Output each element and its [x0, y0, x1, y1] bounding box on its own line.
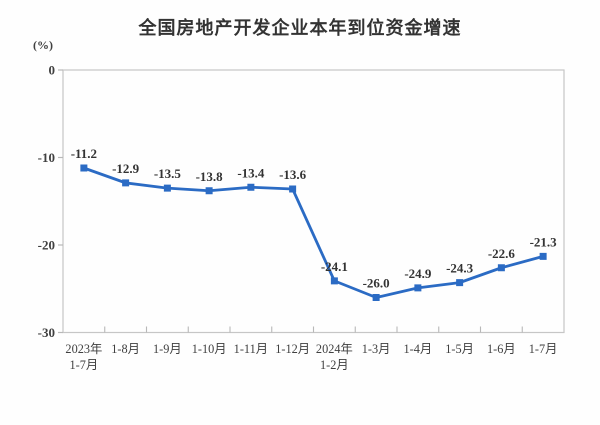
data-point-marker [247, 183, 255, 191]
data-point-marker [539, 252, 547, 260]
data-point-marker [497, 264, 505, 272]
data-point-marker [122, 179, 130, 187]
x-axis-label: 1-11月 [234, 342, 268, 356]
data-point-label: -24.3 [446, 261, 474, 276]
data-point-label: -13.5 [154, 166, 182, 181]
x-axis-label: 2023年 [65, 342, 102, 356]
x-axis-label: 2024年 [316, 342, 353, 356]
y-axis-unit-label: (%) [33, 38, 53, 52]
y-axis-tick-label: -30 [38, 325, 55, 340]
plot-border [62, 69, 565, 334]
x-axis-label: 1-3月 [362, 342, 391, 356]
x-axis-label: 1-5月 [445, 342, 474, 356]
x-axis-label: 1-7月 [70, 358, 99, 372]
data-point-label: -24.1 [321, 259, 348, 274]
data-point-label: -13.6 [279, 167, 307, 182]
x-axis-label: 1-7月 [529, 342, 558, 356]
chart-title: 全国房地产开发企业本年到位资金增速 [138, 18, 462, 38]
x-axis-label: 1-10月 [192, 342, 227, 356]
data-point-marker [163, 184, 171, 192]
data-point-marker [456, 279, 464, 287]
y-axis-tick-label: -10 [38, 150, 55, 165]
x-axis-label: 1-9月 [153, 342, 182, 356]
data-point-label: -24.9 [404, 266, 432, 281]
data-point-marker [80, 164, 88, 172]
data-point-marker [414, 284, 422, 292]
data-point-marker [330, 277, 338, 285]
x-axis-label: 1-4月 [404, 342, 433, 356]
y-axis-tick-label: 0 [49, 63, 56, 78]
trend-line [82, 166, 545, 299]
data-point-label: -21.3 [530, 234, 558, 249]
data-point-marker [372, 294, 380, 301]
x-axis-label: 1-6月 [487, 342, 516, 356]
data-point-label: -13.8 [196, 169, 224, 184]
y-axis-tick-label: -20 [38, 238, 55, 253]
data-point-label: -13.4 [237, 165, 265, 180]
data-point-marker [289, 185, 297, 193]
x-axis-label: 1-8月 [111, 342, 140, 356]
x-axis-label: 1-2月 [320, 358, 349, 372]
data-point-marker [205, 187, 213, 195]
data-point-label: -22.6 [488, 246, 516, 261]
data-point-label: -12.9 [112, 161, 140, 176]
x-axis-label: 1-12月 [275, 342, 310, 356]
data-point-label: -26.0 [363, 276, 390, 291]
data-point-label: -11.2 [71, 146, 97, 161]
